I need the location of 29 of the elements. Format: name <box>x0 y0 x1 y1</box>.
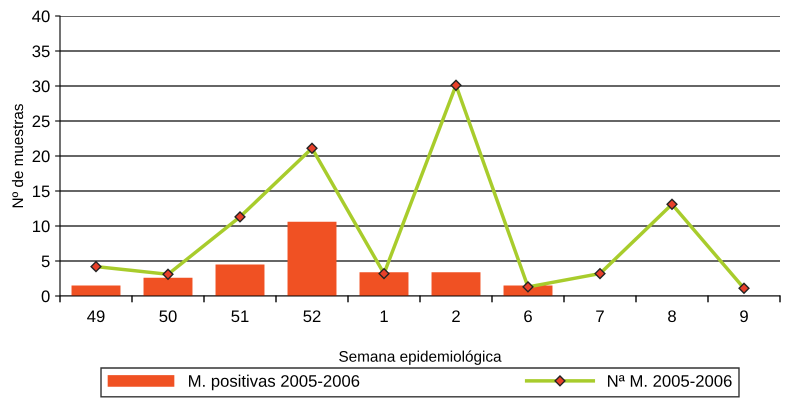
bar <box>288 222 336 296</box>
y-tick-label: 5 <box>42 256 50 268</box>
x-tick-label: 49 <box>87 310 104 322</box>
x-tick-label: 51 <box>231 310 248 322</box>
x-tick-label: 2 <box>452 310 460 322</box>
y-tick-label: 20 <box>32 150 50 162</box>
bar <box>432 272 480 296</box>
x-tick-label: 9 <box>740 310 748 322</box>
bar <box>216 264 264 296</box>
x-tick-label: 1 <box>380 310 388 322</box>
y-axis-title: Nº de muestras <box>12 104 24 208</box>
y-tick-label: 0 <box>42 290 50 302</box>
y-tick-label: 30 <box>32 80 50 92</box>
y-tick-label: 35 <box>32 45 50 58</box>
y-tick-label: 40 <box>32 10 50 22</box>
x-tick-label: 8 <box>668 310 676 322</box>
x-tick-label: 50 <box>159 310 177 322</box>
bar <box>360 272 408 296</box>
x-axis-title: Semana epidemiológica <box>339 350 502 365</box>
x-tick-label: 7 <box>596 310 604 322</box>
legend-label: Nª M. 2005-2006 <box>608 375 732 387</box>
bar <box>144 278 192 296</box>
y-tick-label: 10 <box>33 220 50 232</box>
x-tick-label: 52 <box>303 310 320 322</box>
bar <box>72 286 120 296</box>
y-tick-label: 25 <box>32 115 50 128</box>
legend-label: M. positivas 2005-2006 <box>189 374 360 390</box>
y-tick-label: 15 <box>33 186 50 198</box>
x-tick-label: 6 <box>524 310 532 322</box>
